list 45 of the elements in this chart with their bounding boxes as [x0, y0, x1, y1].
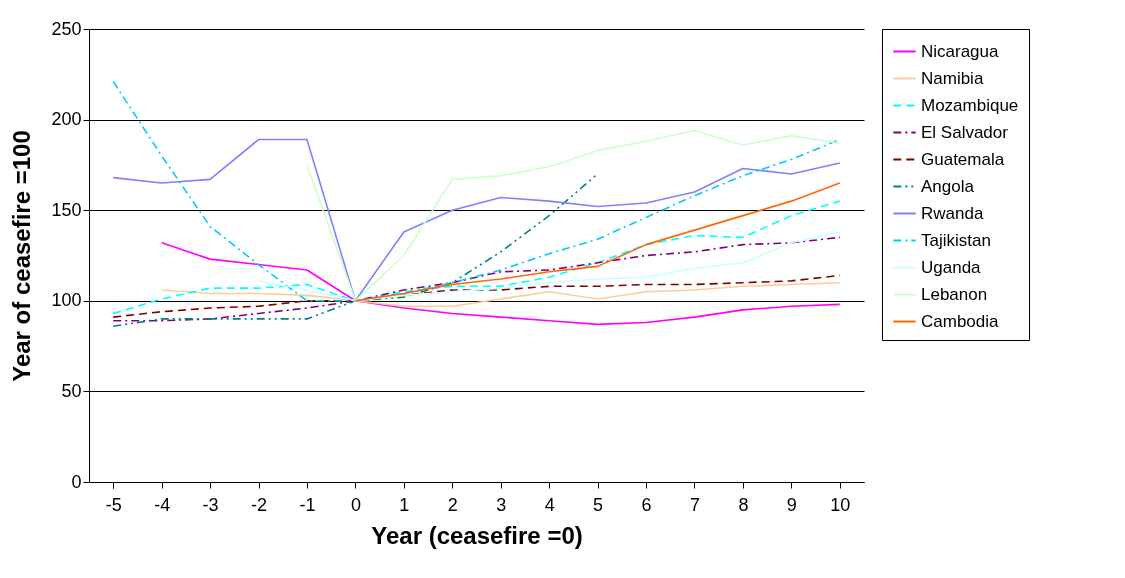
legend-label: El Salvador — [921, 122, 1009, 142]
line-series — [112, 274, 841, 318]
line-series — [257, 231, 841, 302]
legend-label: Uganda — [921, 257, 982, 277]
x-tick-label: 1 — [399, 494, 410, 515]
x-tick-label: -3 — [202, 494, 219, 515]
x-tick-label: 9 — [786, 494, 797, 515]
x-tick-label: -1 — [299, 494, 316, 515]
legend-label: Nicaragua — [921, 41, 1000, 61]
line-series — [112, 138, 841, 302]
x-tick-label: 5 — [593, 494, 604, 515]
legend-label: Mozambique — [921, 95, 1019, 115]
line-series — [112, 173, 599, 327]
legend-label: Cambodia — [921, 311, 1000, 331]
line-series — [306, 129, 841, 302]
legend-label: Rwanda — [921, 203, 984, 223]
legend-label: Lebanon — [921, 284, 988, 304]
legend-label: Guatemala — [921, 149, 1005, 169]
y-tick-label: 0 — [71, 471, 82, 492]
y-tick-label: 50 — [61, 380, 82, 401]
x-tick-label: 8 — [738, 494, 749, 515]
y-tick-label: 150 — [51, 199, 82, 220]
x-tick-label: -5 — [105, 494, 122, 515]
line-series — [354, 182, 841, 302]
x-tick-label: 3 — [496, 494, 507, 515]
y-tick-label: 200 — [51, 109, 82, 130]
line-series — [160, 242, 841, 326]
x-tick-label: 4 — [544, 494, 555, 515]
legend-label: Tajikistan — [921, 230, 991, 250]
y-tick-label: 250 — [51, 18, 82, 39]
x-tick-label: 10 — [830, 494, 851, 515]
legend-label: Namibia — [921, 68, 984, 88]
x-tick-label: 7 — [689, 494, 700, 515]
legend-label: Angola — [921, 176, 975, 196]
y-tick-label: 100 — [51, 290, 82, 311]
x-tick-label: -2 — [251, 494, 268, 515]
x-tick-label: 0 — [350, 494, 361, 515]
line-series — [112, 200, 841, 315]
line-series — [112, 236, 841, 322]
line-series — [160, 281, 841, 308]
x-tick-label: 6 — [641, 494, 652, 515]
x-tick-label: -4 — [154, 494, 171, 515]
y-axis-title: Year of ceasefire =100 — [8, 130, 36, 382]
x-axis-title: Year (ceasefire =0) — [371, 521, 583, 549]
x-tick-label: 2 — [447, 494, 458, 515]
